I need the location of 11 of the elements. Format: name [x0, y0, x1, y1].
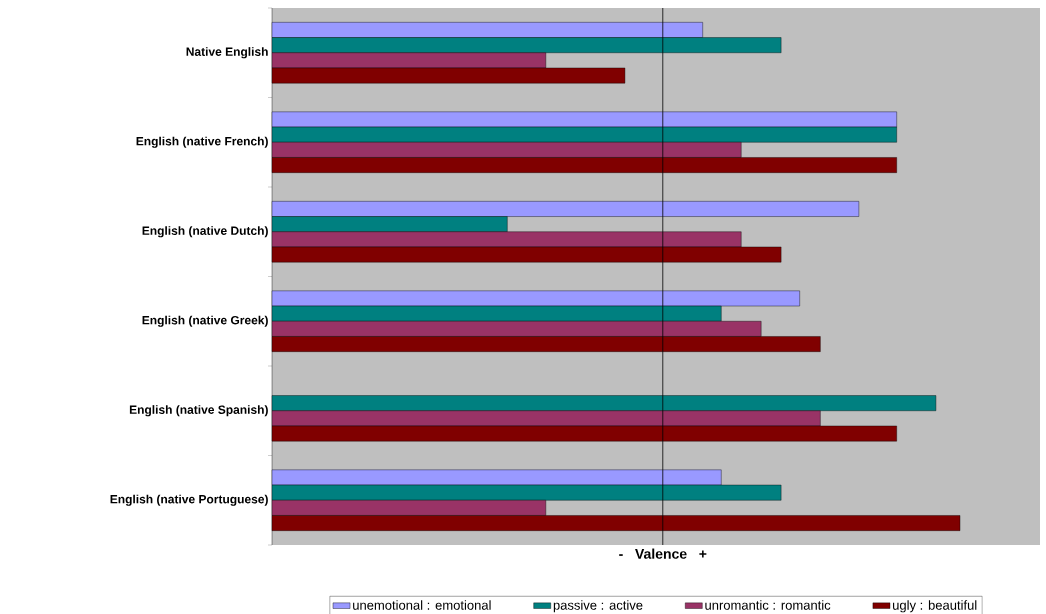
- y-tick-label: English (native Greek): [142, 315, 268, 327]
- y-tick-label: English (native Dutch): [142, 226, 268, 238]
- x-axis-title: - Valence +: [619, 548, 707, 559]
- legend-label: unemotional : emotional: [353, 600, 491, 610]
- y-tick-label: Native English: [186, 47, 268, 59]
- legend-label: passive : active: [553, 600, 643, 613]
- y-tick-label: English (native Spanish): [129, 405, 268, 417]
- y-tick-label: English (native French): [136, 136, 268, 148]
- legend-label: ugly : beautiful: [893, 600, 977, 613]
- y-tick-label: English (native Portuguese): [110, 494, 268, 506]
- legend-label: unromantic : romantic: [705, 600, 831, 610]
